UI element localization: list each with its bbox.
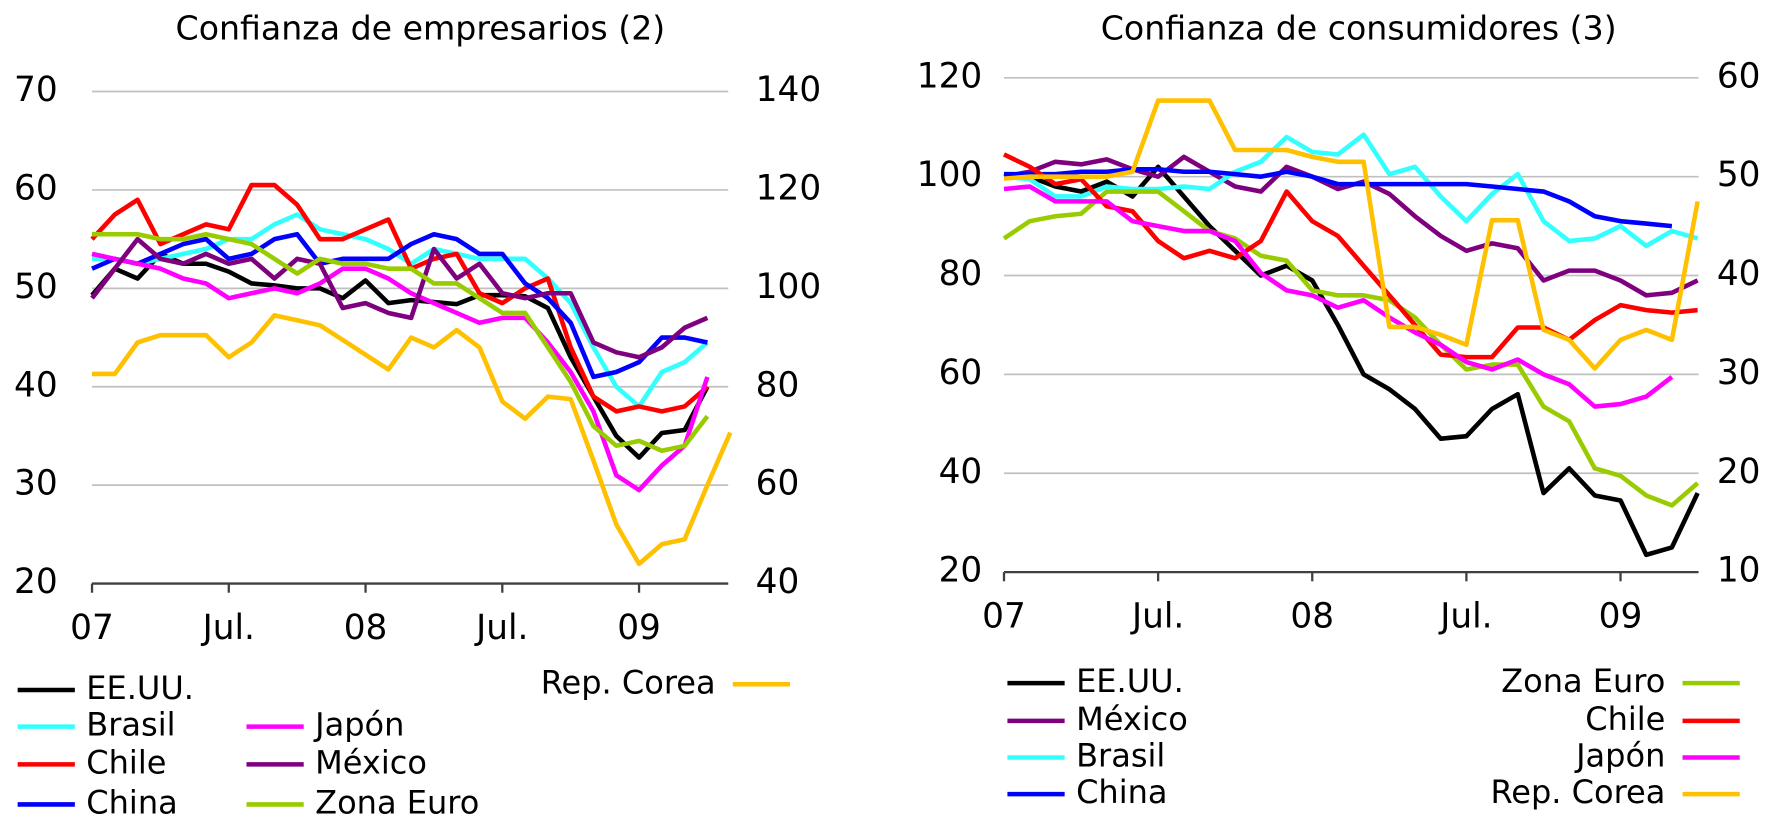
x-tick-label: Jul. <box>1130 596 1184 636</box>
y2-tick-label: 50 <box>1717 155 1761 195</box>
legend-label: EE.UU. <box>86 669 194 707</box>
legend-label: Brasil <box>1076 736 1165 774</box>
x-tick-label: 07 <box>70 608 114 648</box>
series-line <box>1002 189 1700 508</box>
legend-label: México <box>315 743 427 781</box>
y-tick-label: 60 <box>14 168 58 208</box>
legend-label: China <box>1076 773 1167 811</box>
legend-label: China <box>86 783 177 817</box>
y2-tick-label: 30 <box>1717 353 1761 393</box>
y-tick-label: 20 <box>939 551 983 591</box>
y-tick-label: 30 <box>14 464 58 504</box>
y2-tick-label: 40 <box>756 562 800 602</box>
y-tick-label: 40 <box>14 365 58 405</box>
chart-title: Confianza de empresarios (2) <box>176 8 666 47</box>
y2-tick-label: 20 <box>1717 452 1761 492</box>
x-tick-label: Jul. <box>474 608 528 648</box>
y-tick-label: 60 <box>939 353 983 393</box>
x-tick-label: Jul. <box>201 608 255 648</box>
legend-label: Brasil <box>86 706 175 744</box>
legend-label: Zona Euro <box>315 783 479 817</box>
series-line <box>90 251 710 460</box>
legend-label: EE.UU. <box>1076 662 1184 700</box>
y2-tick-label: 140 <box>756 70 822 110</box>
chart-title: Confianza de consumidores (3) <box>1101 8 1617 47</box>
legend-label: Rep. Corea <box>541 663 716 701</box>
series-line <box>1003 164 1700 558</box>
series-line <box>1003 166 1673 229</box>
x-tick-label: 08 <box>344 608 388 648</box>
y2-tick-label: 120 <box>756 168 822 208</box>
legend-label: Chile <box>1585 700 1665 738</box>
legend-label: Zona Euro <box>1501 662 1665 700</box>
series-line <box>1003 184 1674 409</box>
series-line <box>1003 98 1700 371</box>
y-tick-label: 70 <box>14 70 58 110</box>
y2-tick-label: 80 <box>756 365 800 405</box>
legend-label: Japón <box>1574 736 1665 774</box>
y-tick-label: 100 <box>917 155 983 195</box>
y2-tick-label: 60 <box>1717 56 1761 96</box>
y-tick-label: 80 <box>939 254 983 294</box>
x-tick-label: 08 <box>1290 596 1334 636</box>
series-line <box>92 313 733 567</box>
series-line <box>92 231 710 454</box>
y-tick-label: 50 <box>14 267 58 307</box>
series-line <box>92 212 709 409</box>
y2-tick-label: 10 <box>1717 551 1761 591</box>
y-tick-label: 20 <box>14 562 58 602</box>
y-tick-label: 40 <box>939 452 983 492</box>
x-tick-label: Jul. <box>1438 596 1492 636</box>
y-tick-label: 120 <box>917 56 983 96</box>
legend-label: Chile <box>86 743 166 781</box>
series-line <box>1003 132 1699 249</box>
x-tick-label: 09 <box>1599 596 1643 636</box>
legend-label: México <box>1076 700 1188 738</box>
y2-tick-label: 100 <box>756 267 822 307</box>
x-tick-label: 09 <box>617 608 661 648</box>
series-line <box>91 231 708 380</box>
series-line <box>90 236 709 360</box>
series-line <box>90 182 709 414</box>
legend-label: Rep. Corea <box>1490 773 1665 811</box>
legend-label: Japón <box>313 706 404 744</box>
series-line <box>91 251 710 493</box>
y2-tick-label: 60 <box>756 464 800 504</box>
x-tick-label: 07 <box>982 596 1026 636</box>
y2-tick-label: 40 <box>1717 254 1761 294</box>
